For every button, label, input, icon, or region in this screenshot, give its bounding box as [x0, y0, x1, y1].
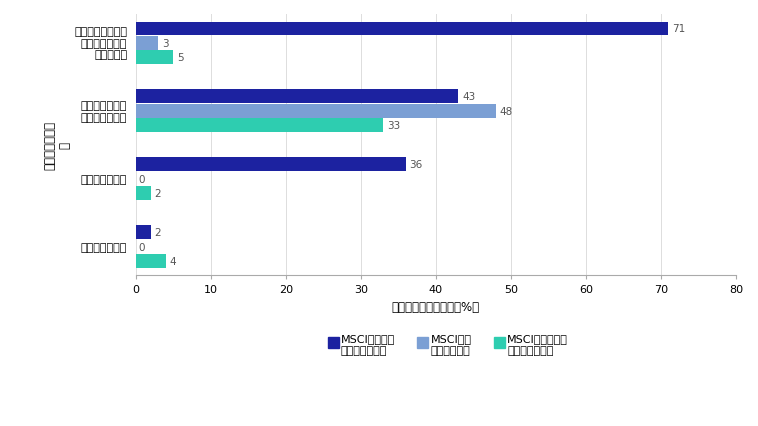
Bar [136, 105, 496, 118]
Text: 48: 48 [500, 106, 513, 116]
Legend: MSCIジャパン
・インデックス, MSCI米国
インデックス, MSCIヨーロッパ
・インデックス: MSCIジャパン ・インデックス, MSCI米国 インデックス, MSCIヨーロ… [327, 334, 568, 355]
Text: 5: 5 [177, 53, 183, 63]
Text: 2: 2 [155, 189, 161, 199]
Text: 71: 71 [672, 24, 685, 35]
Text: キーメトリック
＋: キーメトリック ＋ [44, 121, 72, 170]
Bar [136, 51, 174, 65]
Bar [136, 158, 406, 172]
Bar [136, 187, 151, 200]
Bar [136, 119, 384, 132]
X-axis label: フラグが立った企業（%）: フラグが立った企業（%） [392, 300, 480, 313]
Bar [136, 23, 669, 36]
Text: 36: 36 [409, 160, 423, 170]
Text: 2: 2 [155, 227, 161, 238]
Text: 3: 3 [162, 39, 168, 49]
Bar [136, 90, 459, 104]
Text: 4: 4 [170, 256, 176, 266]
Text: 0: 0 [139, 174, 146, 184]
Bar [136, 255, 166, 268]
Text: 0: 0 [139, 242, 146, 252]
Bar [136, 226, 151, 239]
Text: 33: 33 [387, 121, 400, 131]
Bar [136, 37, 158, 51]
Text: 43: 43 [462, 92, 475, 102]
